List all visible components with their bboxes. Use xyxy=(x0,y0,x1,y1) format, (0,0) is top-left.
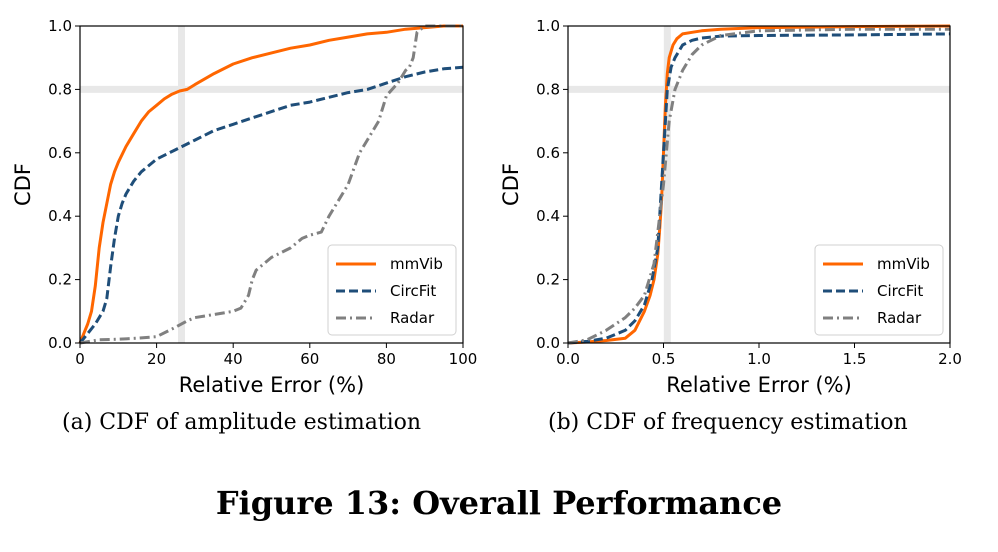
y-tick-label: 0.4 xyxy=(48,207,72,225)
x-tick-label: 0.5 xyxy=(652,350,676,368)
x-tick-label: 1.0 xyxy=(747,350,771,368)
y-tick-label: 0.8 xyxy=(48,80,72,98)
series-line-mmvib xyxy=(78,24,463,344)
series-line-circfit xyxy=(567,32,951,345)
x-tick-label: 1.5 xyxy=(843,350,867,368)
y-tick-label: 1.0 xyxy=(536,17,560,35)
caption-frequency-label: (b) xyxy=(548,410,580,435)
caption-amplitude-text: CDF of amplitude estimation xyxy=(99,410,422,435)
y-tick-label: 0.4 xyxy=(536,207,560,225)
series-line-circfit xyxy=(78,65,464,344)
x-tick-label: 80 xyxy=(377,350,396,368)
y-tick-label: 0.8 xyxy=(536,80,560,98)
legend-label-circfit: CircFit xyxy=(390,282,436,300)
x-tick-label: 0 xyxy=(75,350,85,368)
legend-label-mmvib: mmVib xyxy=(390,255,443,273)
figure-title: Figure 13: Overall Performance xyxy=(215,484,783,522)
plot-frame xyxy=(79,25,464,344)
legend: mmVib CircFit Radar xyxy=(814,244,944,336)
series-line-radar xyxy=(567,27,950,345)
legend-box xyxy=(327,244,457,336)
x-axis-label: Relative Error (%) xyxy=(666,373,852,397)
x-tick-label: 20 xyxy=(147,350,166,368)
legend: mmVib CircFit Radar xyxy=(327,244,457,336)
x-tick-label: 0.0 xyxy=(556,350,580,368)
legend-label-radar: Radar xyxy=(877,309,922,327)
y-tick-label: 0.2 xyxy=(48,271,72,289)
y-tick-label: 0.2 xyxy=(536,271,560,289)
x-tick-label: 100 xyxy=(449,350,478,368)
caption-amplitude-label: (a) xyxy=(62,410,93,435)
y-tick-label: 0.0 xyxy=(536,334,560,352)
chart-amplitude: 0 20 40 60 80 100 0.0 0.2 0.4 0.6 0.8 1.0 Relative E… xyxy=(11,17,477,397)
x-tick-label: 40 xyxy=(224,350,243,368)
legend-label-mmvib: mmVib xyxy=(877,255,930,273)
legend-label-circfit: CircFit xyxy=(877,282,923,300)
legend-box xyxy=(814,244,944,336)
x-tick-label: 2.0 xyxy=(938,350,962,368)
series-line-radar xyxy=(79,24,463,345)
caption-amplitude: (a) CDF of amplitude estimation xyxy=(62,410,421,435)
y-tick-label: 0.6 xyxy=(48,144,72,162)
y-tick-label: 1.0 xyxy=(48,17,72,35)
chart-frequency: 0.0 0.5 1.0 1.5 2.0 0.0 0.2 0.4 0.6 0.8 1.0 Relativ… xyxy=(499,17,962,397)
y-axis-label: CDF xyxy=(499,163,523,206)
caption-frequency: (b) CDF of frequency estimation xyxy=(548,410,908,435)
caption-frequency-text: CDF of frequency estimation xyxy=(586,410,908,435)
legend-label-radar: Radar xyxy=(390,309,435,327)
y-axis-label: CDF xyxy=(11,163,35,206)
y-tick-label: 0.0 xyxy=(48,334,72,352)
x-axis-label: Relative Error (%) xyxy=(179,373,365,397)
x-tick-label: 60 xyxy=(300,350,319,368)
y-tick-label: 0.6 xyxy=(536,144,560,162)
